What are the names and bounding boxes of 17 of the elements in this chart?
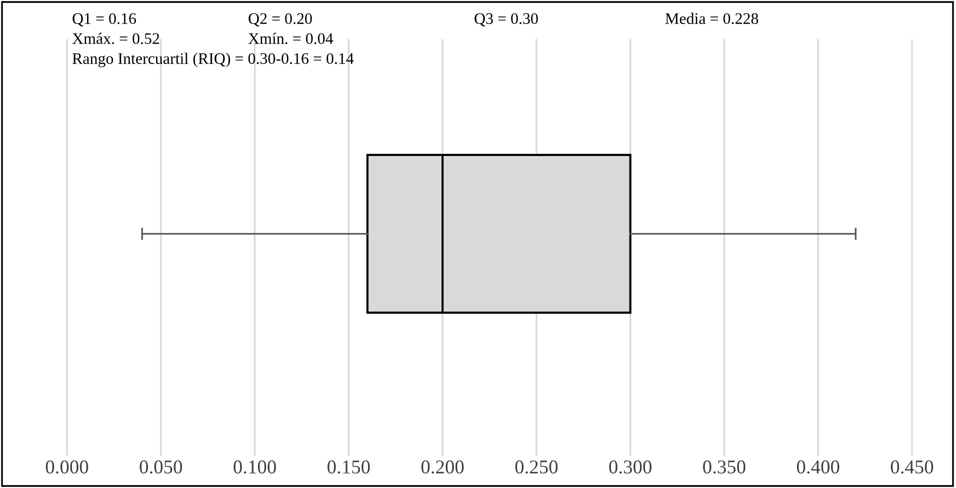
annotation: Rango Intercuartil (RIQ) = 0.30-0.16 = 0.14	[72, 52, 354, 68]
x-tick-label: 0.000	[46, 460, 88, 474]
text: Q3 = 0.30	[474, 13, 538, 26]
text: Q1 = 0.16	[72, 13, 136, 26]
text: Media = 0.228	[665, 12, 758, 24]
annotation: Xmín. = 0.04	[248, 32, 334, 44]
text: Q2 = 0.20	[248, 13, 312, 26]
x-tick-label: 0.350	[703, 460, 746, 474]
x-tick-label: 0.150	[328, 460, 370, 474]
x-tick-label: 0.100	[234, 460, 276, 474]
x-tick-label: 0.200	[421, 460, 464, 474]
x-tick-label: 0.300	[609, 460, 652, 474]
x-tick-label: 0.400	[796, 460, 840, 474]
x-tick-label: 0.450	[890, 460, 934, 474]
x-tick-label: 0.050	[140, 460, 182, 474]
x-tick-label: 0.250	[515, 460, 558, 474]
annotation: Xmáx. = 0.52	[72, 32, 160, 44]
